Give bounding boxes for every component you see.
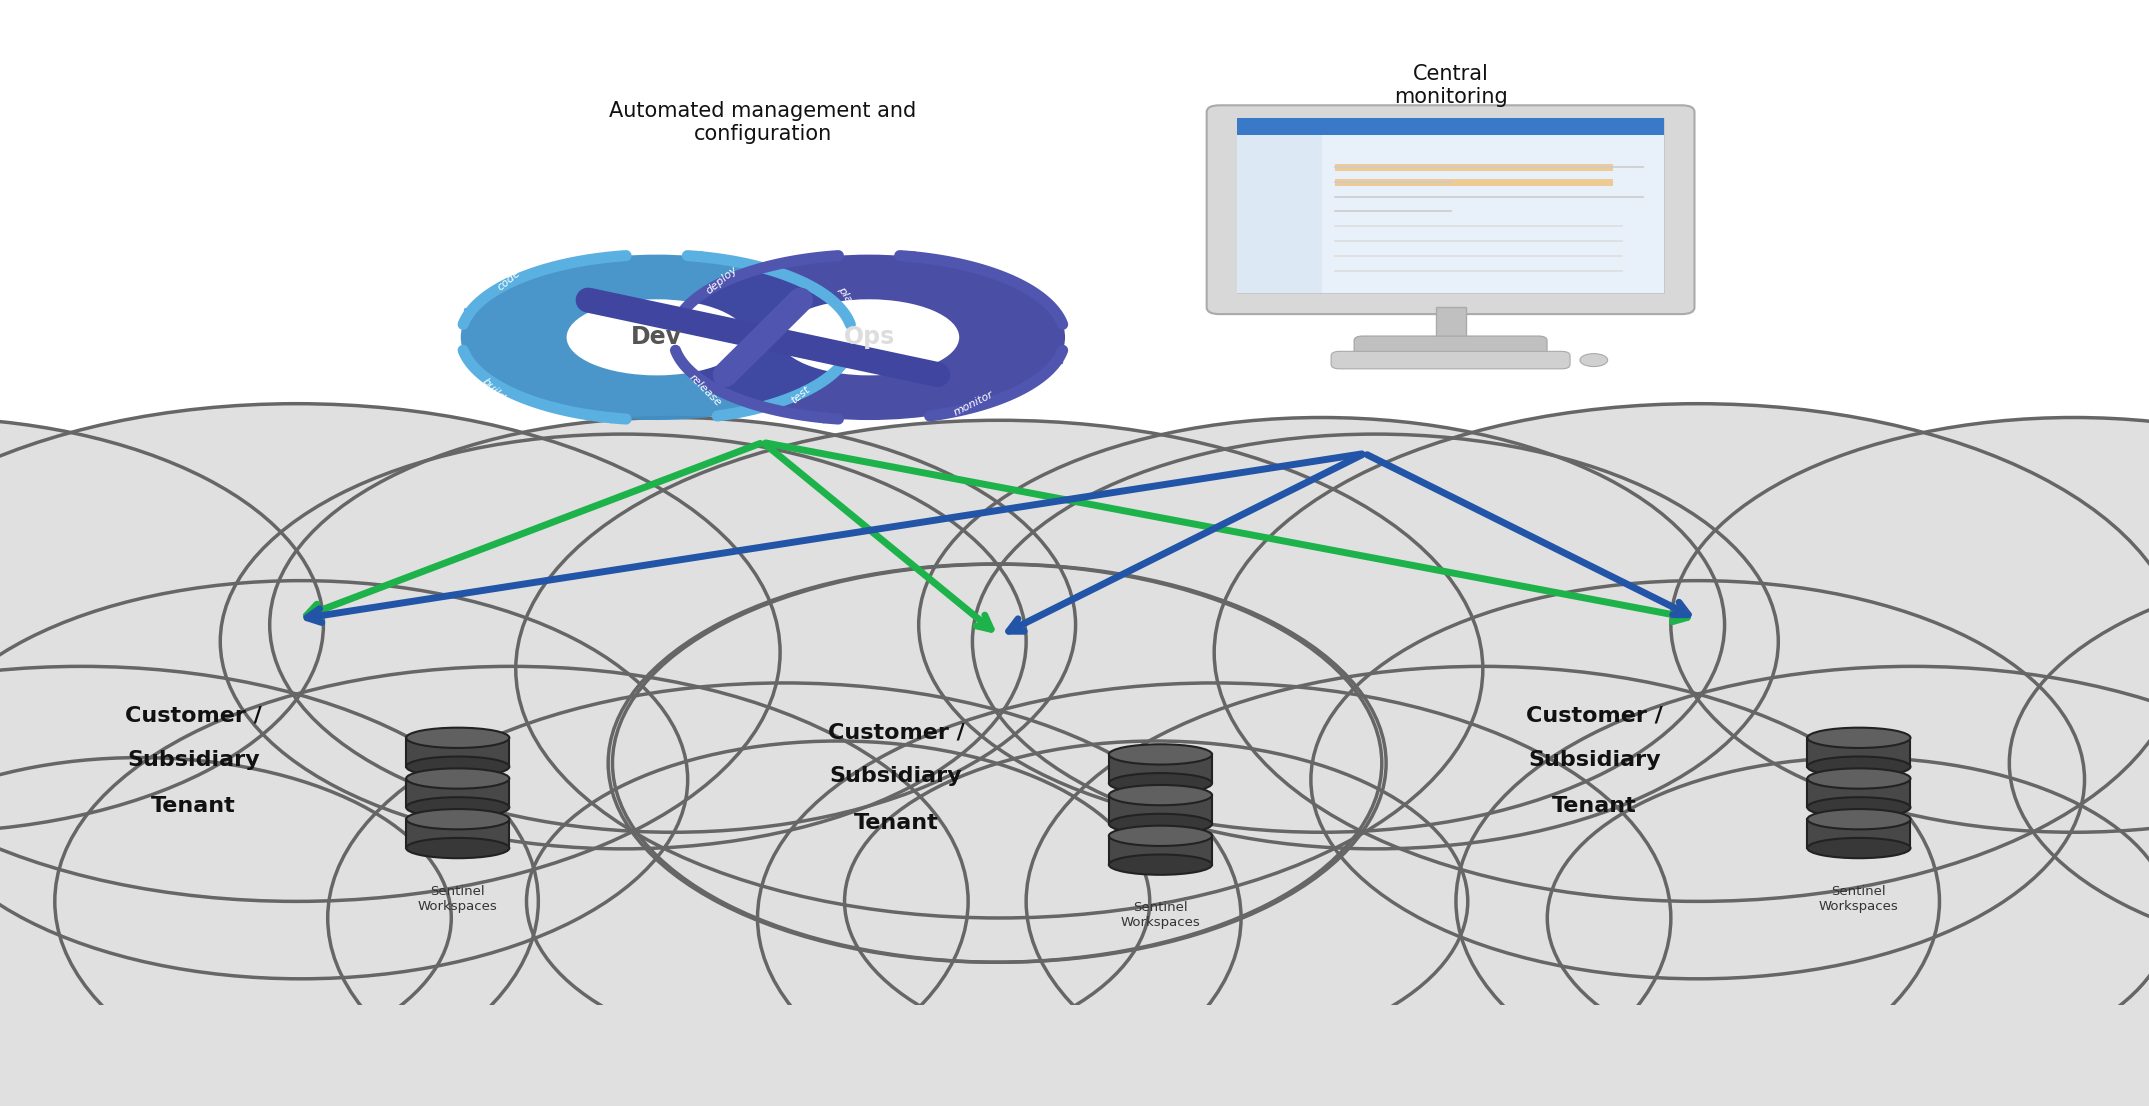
Ellipse shape [460,254,853,420]
Text: Customer /: Customer / [125,706,262,726]
FancyBboxPatch shape [1354,336,1547,356]
FancyBboxPatch shape [1330,352,1571,368]
Ellipse shape [567,300,748,375]
Bar [1807,820,1910,848]
Circle shape [54,666,967,1106]
Ellipse shape [1109,785,1212,805]
Circle shape [1672,418,2149,833]
Ellipse shape [406,769,509,789]
Text: Sentinel
Workspaces: Sentinel Workspaces [417,885,499,912]
Circle shape [612,564,1386,962]
Circle shape [516,420,1483,918]
Ellipse shape [1807,797,1910,817]
Text: Ops: Ops [842,325,894,349]
Bar [406,820,509,848]
Bar [60,904,1938,1106]
Bar [1238,135,1322,293]
Ellipse shape [1807,757,1910,776]
Bar [406,779,509,807]
Circle shape [1214,404,2149,901]
Bar [1335,164,1614,171]
Ellipse shape [406,810,509,830]
Bar [1238,118,1663,293]
Ellipse shape [406,757,509,776]
Circle shape [1547,758,2149,1078]
Bar [0,887,1236,1106]
Text: Tenant: Tenant [150,796,236,816]
Text: Tenant: Tenant [853,813,939,833]
Text: deploy: deploy [705,264,739,295]
Circle shape [271,418,1074,833]
Text: test: test [789,384,812,406]
Circle shape [0,666,537,1106]
Ellipse shape [1807,838,1910,858]
Bar [1807,779,1910,807]
Bar [756,1005,2149,1106]
Text: release: release [688,372,724,408]
Circle shape [0,581,688,979]
Text: Tenant: Tenant [1552,796,1638,816]
Circle shape [221,435,1025,849]
Circle shape [0,418,322,833]
Ellipse shape [1807,728,1910,748]
Ellipse shape [406,728,509,748]
Text: Sentinel
Workspaces: Sentinel Workspaces [1818,885,1900,912]
Bar [406,738,509,766]
Text: plan: plan [836,284,857,311]
Circle shape [0,404,780,901]
Bar [1238,118,1663,135]
Bar [1436,307,1466,341]
Ellipse shape [1109,855,1212,875]
Ellipse shape [1580,354,1607,366]
Circle shape [971,435,1777,849]
Bar [1807,738,1910,766]
Ellipse shape [1807,810,1910,830]
Circle shape [2009,564,2149,962]
Ellipse shape [778,300,958,375]
Text: Sentinel
Workspaces: Sentinel Workspaces [1120,901,1201,929]
Circle shape [759,682,1672,1106]
Text: Customer /: Customer / [1526,706,1663,726]
Text: Central
monitoring: Central monitoring [1395,64,1506,107]
Ellipse shape [673,254,1066,420]
Circle shape [527,741,1150,1062]
Circle shape [1311,581,2085,979]
Ellipse shape [1807,769,1910,789]
Text: code: code [496,268,522,292]
Circle shape [1025,666,1938,1106]
Text: Subsidiary: Subsidiary [830,766,963,786]
Ellipse shape [1109,814,1212,834]
Circle shape [327,682,1240,1106]
Text: Automated management and
configuration: Automated management and configuration [610,101,915,144]
Text: Customer /: Customer / [827,722,965,742]
Bar [60,1022,1938,1106]
Text: build: build [479,377,507,404]
Text: Subsidiary: Subsidiary [1528,750,1661,770]
Ellipse shape [406,838,509,858]
Circle shape [918,418,1723,833]
Ellipse shape [1109,773,1212,793]
Text: monitor: monitor [952,389,995,418]
Ellipse shape [406,797,509,817]
Bar [1335,179,1614,186]
Circle shape [0,758,451,1078]
Text: Dev: Dev [632,325,681,349]
Bar [1109,795,1212,824]
Text: operate: operate [1077,292,1100,336]
Circle shape [1455,666,2149,1106]
Bar [1109,754,1212,783]
Circle shape [608,564,1382,962]
Circle shape [845,741,1468,1062]
FancyBboxPatch shape [1206,105,1693,314]
Ellipse shape [1109,744,1212,764]
Bar [1109,836,1212,865]
Text: Subsidiary: Subsidiary [127,750,260,770]
Ellipse shape [1109,826,1212,846]
Bar [0,1005,1236,1106]
Bar [756,887,2149,1106]
